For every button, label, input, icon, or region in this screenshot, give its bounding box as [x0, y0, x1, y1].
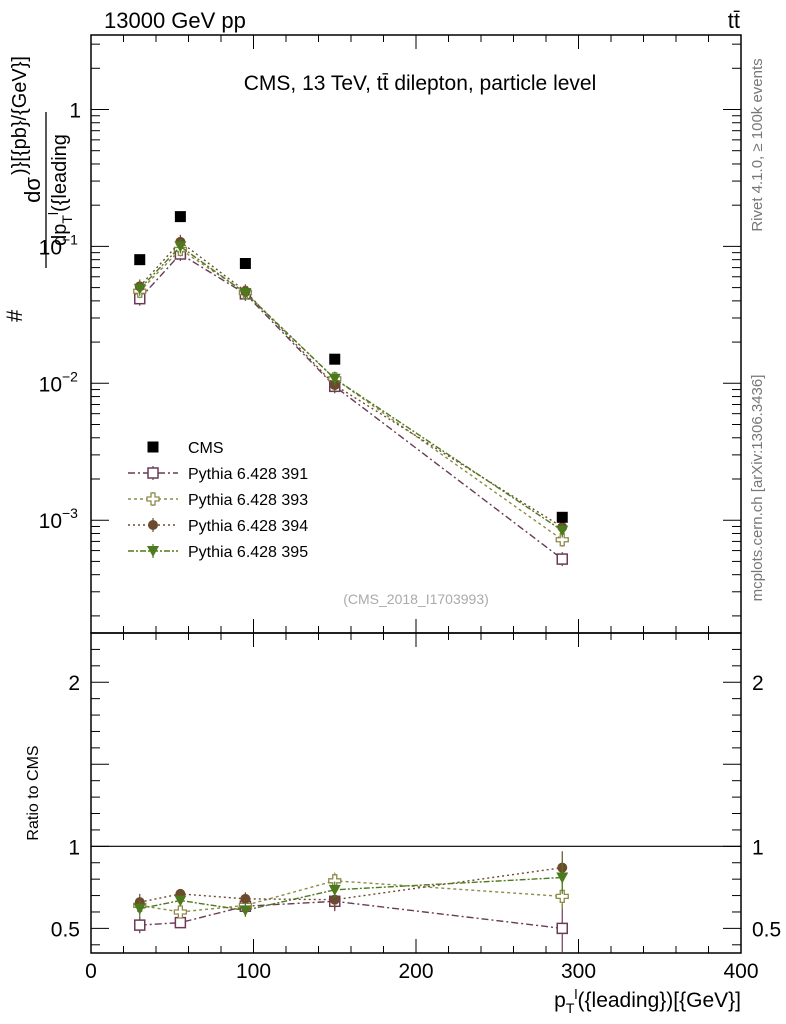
data-point: [174, 895, 187, 907]
ratio-series-line: [139, 876, 563, 912]
x-axis-title: pTl({leading})[{GeV}]: [554, 986, 741, 1016]
mcplots-label: mcplots.cern.ch [arXiv:1306.3436]: [749, 375, 766, 602]
y-axis-title-prefix: #: [2, 309, 27, 322]
data-point: [328, 884, 341, 896]
data-point: [555, 889, 569, 904]
data-point: [133, 283, 146, 295]
legend-label: Pythia 6.428 394: [188, 518, 308, 535]
y-axis-title-unit: )}[{pb}/{GeV}]: [9, 56, 31, 175]
data-point: [133, 903, 146, 915]
x-tick-label: 0: [85, 960, 97, 983]
data-point: [328, 373, 341, 385]
ratio-y-axis-title: Ratio to CMS: [25, 745, 42, 840]
data-point: [240, 893, 251, 904]
data-point: [556, 511, 568, 523]
data-point: [173, 905, 188, 919]
data-point: [555, 533, 569, 547]
legend: CMS Pythia 6.428 391 Pythia 6.428 393 Pythi…: [128, 440, 308, 561]
legend-label: CMS: [188, 440, 224, 457]
ratio-y-tick-label: 2: [68, 672, 80, 695]
ratio-series-3: [134, 851, 568, 911]
data-point: [556, 553, 568, 565]
data-point: [146, 492, 160, 506]
ratio-y-tick-label: 0.5: [51, 918, 80, 941]
cms-data: [134, 211, 568, 523]
data-point: [147, 467, 159, 479]
series-line: [139, 245, 563, 532]
data-point: [239, 257, 251, 269]
chart-title: CMS, 13 TeV, tt̄ dilepton, particle leve…: [244, 72, 597, 95]
data-point: [556, 872, 569, 884]
data-point: [134, 254, 146, 266]
data-point: [148, 520, 158, 530]
data-point: [147, 441, 159, 453]
legend-label: Pythia 6.428 395: [188, 544, 308, 561]
x-tick-label: 300: [561, 960, 596, 983]
ratio-y-tick-label: 0.5: [752, 918, 781, 941]
ratio-series-4: [133, 861, 569, 917]
header-left: 13000 GeV pp: [104, 8, 246, 33]
legend-label: Pythia 6.428 393: [188, 492, 308, 509]
svg-text:dσ: dσ: [20, 177, 45, 203]
ratio-y-tick-label: 2: [752, 672, 764, 695]
data-point: [556, 922, 568, 935]
y-tick-label-exponent: −2: [62, 368, 78, 384]
y-tick-label-exponent: −3: [62, 505, 78, 521]
data-point: [174, 241, 187, 253]
x-tick-label: 100: [236, 960, 271, 983]
y-tick-label-exponent: −1: [62, 231, 78, 247]
y-axis-title: dσ dpTl({leading: [20, 112, 75, 268]
data-point: [329, 894, 340, 905]
legend-label: Pythia 6.428 391: [188, 466, 308, 483]
data-point: [147, 546, 159, 557]
data-point: [134, 919, 146, 931]
series-line: [139, 248, 563, 541]
series-line: [139, 240, 563, 528]
data-point: [329, 353, 341, 365]
analysis-tag: (CMS_2018_I1703993): [343, 591, 489, 607]
rivet-label: Rivet 4.1.0, ≥ 100k events: [749, 58, 766, 231]
data-point: [239, 288, 252, 300]
data-point: [174, 916, 187, 929]
data-point: [174, 211, 186, 223]
series-4: [133, 239, 569, 538]
header-right: tt̄: [728, 8, 740, 33]
svg-text:dpTl({leading: dpTl({leading: [45, 134, 75, 246]
data-point: [556, 525, 569, 537]
x-tick-label: 400: [723, 960, 758, 983]
y-tick-label: 10: [39, 236, 62, 259]
y-tick-label: 1: [69, 99, 81, 122]
ratio-y-tick-label: 1: [68, 836, 80, 859]
y-tick-label: 10: [39, 373, 62, 396]
y-tick-label: 10: [39, 510, 62, 533]
x-tick-label: 200: [398, 960, 433, 983]
ratio-y-tick-label: 1: [752, 836, 764, 859]
data-point: [239, 905, 252, 917]
